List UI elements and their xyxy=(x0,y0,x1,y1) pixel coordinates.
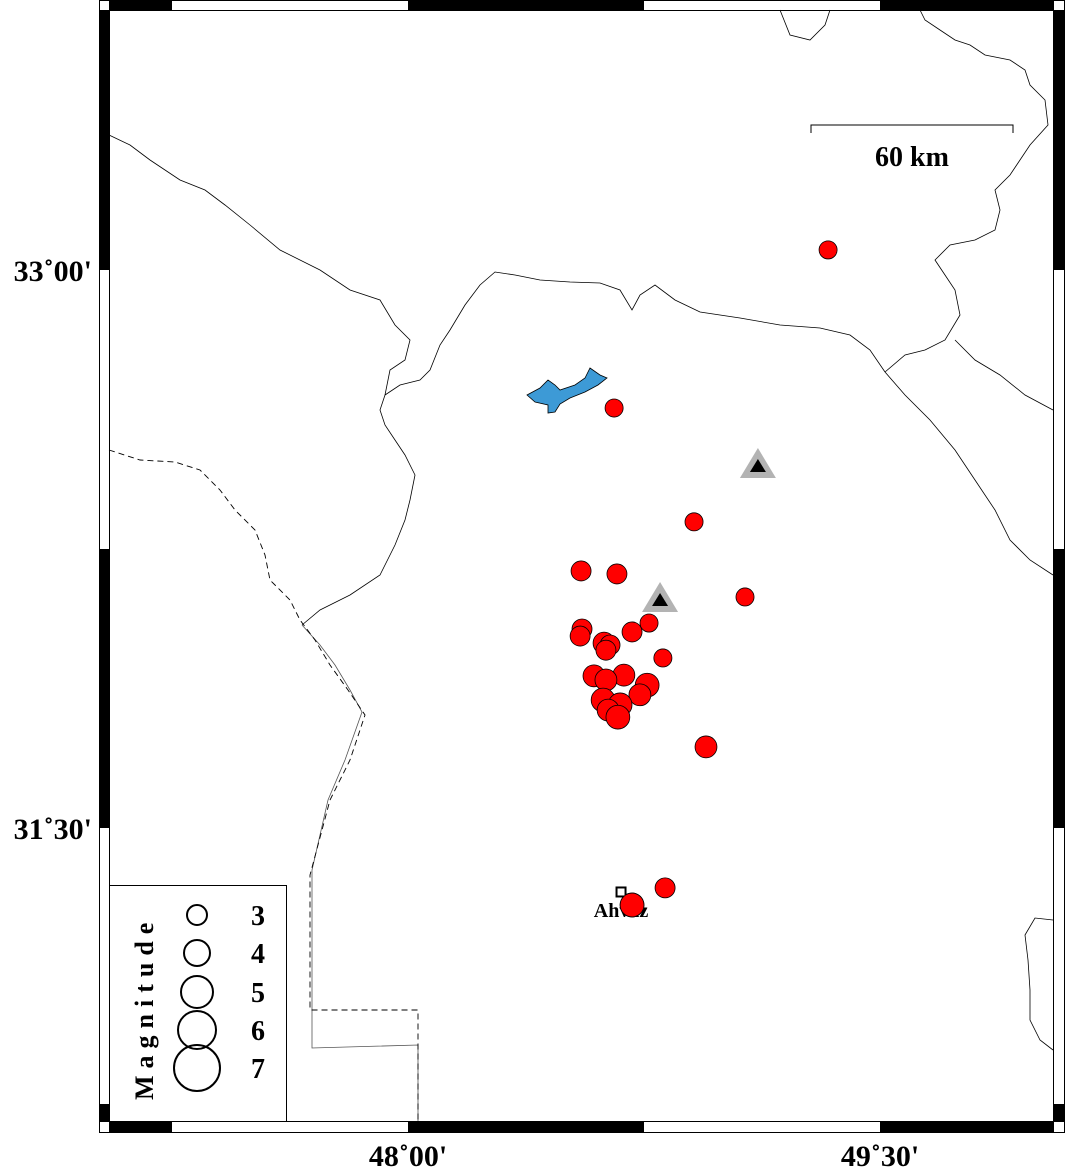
legend-circle-icon xyxy=(186,904,208,926)
y-tick-label: 31˚30' xyxy=(14,813,92,846)
earthquake-event xyxy=(654,877,676,899)
earthquake-event xyxy=(595,639,617,661)
legend-label: 5 xyxy=(251,978,265,1009)
earthquake-event xyxy=(684,512,704,532)
map-frame xyxy=(99,0,1065,1133)
legend-circle-icon xyxy=(183,939,211,967)
reservoir-lake xyxy=(526,367,608,414)
station-triangle-icon xyxy=(642,581,679,612)
earthquake-event xyxy=(569,625,591,647)
earthquake-event xyxy=(570,560,592,582)
earthquake-event xyxy=(694,735,718,759)
earthquake-event xyxy=(606,563,628,585)
legend-label: 7 xyxy=(251,1054,265,1085)
earthquake-event xyxy=(619,892,645,918)
scale-bar-label: 60 km xyxy=(875,142,949,173)
international-border xyxy=(108,449,419,1121)
scale-bar: 60 km xyxy=(810,124,1014,173)
legend-label: 6 xyxy=(251,1016,265,1047)
city-marker-icon xyxy=(615,886,627,898)
earthquake-event xyxy=(604,398,624,418)
boundaries xyxy=(108,9,1054,1121)
legend-circle-icon xyxy=(180,975,214,1009)
earthquake-event xyxy=(735,587,755,607)
legend-title: Magnitude xyxy=(130,916,159,1100)
earthquake-event xyxy=(628,683,652,707)
y-tick-label: 33˚00' xyxy=(14,255,92,288)
earthquake-event xyxy=(818,240,838,260)
legend-label: 3 xyxy=(251,901,265,932)
earthquake-event xyxy=(639,613,659,633)
x-tick-label: 48˚00' xyxy=(369,1140,447,1171)
x-tick-label: 49˚30' xyxy=(841,1140,919,1171)
legend-circle-icon xyxy=(173,1044,221,1092)
legend-circle-icon xyxy=(177,1010,217,1050)
station-triangle-icon xyxy=(739,448,776,479)
legend-label: 4 xyxy=(251,939,265,970)
earthquake-event xyxy=(653,648,673,668)
earthquake-event xyxy=(605,704,631,730)
earthquake-event xyxy=(594,668,618,692)
seismic-stations xyxy=(642,448,776,612)
magnitude-legend: Magnitude 3 4 5 6 7 xyxy=(109,885,287,1122)
earthquake-events xyxy=(569,240,838,918)
earthquake-event xyxy=(621,621,643,643)
